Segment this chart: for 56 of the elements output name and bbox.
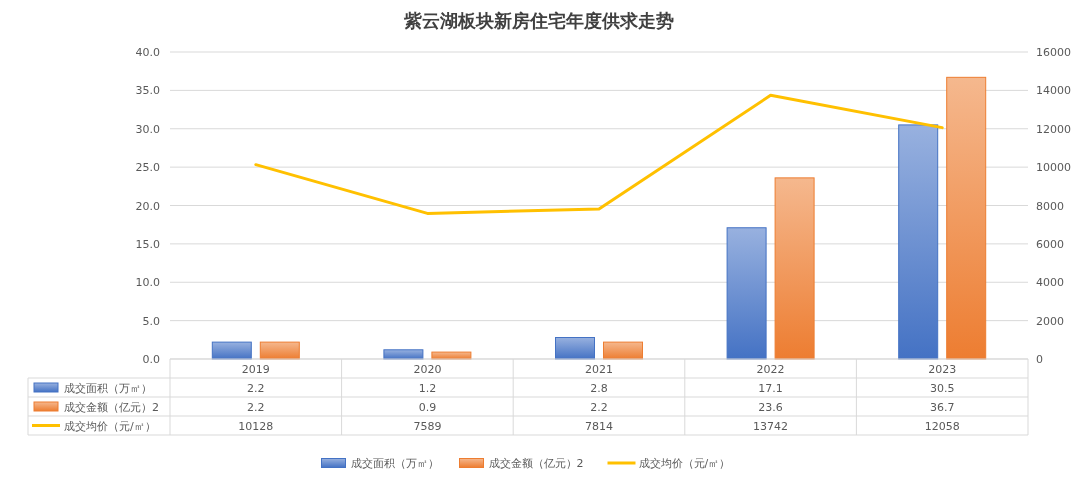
legend-label: 成交金额（亿元）2 — [488, 457, 584, 470]
y-tick-label: 25.0 — [135, 161, 160, 175]
bar — [211, 341, 252, 360]
legend-label: 成交面积（万㎡） — [64, 382, 152, 395]
x-tick-label: 2023 — [928, 363, 957, 376]
bar — [259, 341, 300, 360]
data-label: 17.1 — [758, 382, 783, 395]
y-tick-label: 10.0 — [135, 276, 160, 290]
data-label: 7814 — [585, 420, 613, 433]
y2-tick-label: 0 — [1036, 353, 1043, 366]
data-label: 2.2 — [247, 401, 265, 414]
bar — [726, 227, 767, 360]
data-label: 36.7 — [929, 401, 955, 414]
bar — [603, 341, 643, 360]
y-tick-label: 5.0 — [142, 314, 160, 328]
y-tick-label: 20.0 — [135, 199, 160, 213]
x-tick-label: 2020 — [413, 363, 442, 376]
y2-tick-label: 16000 — [1036, 46, 1071, 59]
y2-tick-label: 6000 — [1036, 237, 1064, 251]
y2-tick-label: 8000 — [1036, 199, 1064, 213]
data-label: 1.2 — [418, 382, 437, 395]
line-series — [254, 93, 944, 215]
y-tick-label: 40.0 — [135, 46, 160, 59]
x-tick-label: 2019 — [241, 363, 270, 376]
text: 成交面积（万㎡） — [350, 457, 439, 470]
text: 成交金额（亿元）2 — [64, 401, 159, 414]
y-tick-label: 35.0 — [135, 84, 160, 98]
bar — [774, 177, 815, 360]
data-label: 10128 — [238, 420, 274, 433]
bar — [431, 351, 472, 360]
data-label: 13742 — [753, 420, 789, 433]
y2-tick-label: 14000 — [1036, 84, 1071, 98]
y-tick-label: 15.0 — [135, 237, 160, 251]
data-label: 12058 — [924, 420, 960, 433]
y-tick-label: 0.0 — [142, 353, 160, 366]
y2-tick-label: 4000 — [1036, 276, 1064, 290]
data-label: 7589 — [413, 420, 442, 433]
data-label: 0.9 — [418, 401, 437, 414]
chart-title: 紫云湖板块新房住宅年度供求走势 — [402, 10, 674, 31]
y2-tick-label: 2000 — [1036, 314, 1064, 328]
y-tick-label: 30.0 — [135, 122, 160, 136]
bar — [898, 124, 939, 360]
x-tick-label: 2022 — [756, 363, 785, 376]
x-tick-label: 2021 — [585, 363, 613, 376]
bar — [555, 337, 595, 360]
data-label: 2.2 — [590, 401, 608, 414]
text: 成交均价（元/㎡） — [638, 457, 731, 470]
y2-tick-label: 12000 — [1036, 122, 1071, 136]
data-label: 23.6 — [758, 401, 783, 414]
bar — [946, 76, 987, 360]
legend-label: 成交均价（元/㎡） — [64, 420, 156, 433]
bar — [383, 349, 424, 360]
data-label: 2.2 — [247, 382, 265, 395]
data-label: 2.8 — [590, 382, 608, 395]
data-label: 30.5 — [929, 382, 955, 395]
y2-tick-label: 10000 — [1036, 161, 1071, 175]
